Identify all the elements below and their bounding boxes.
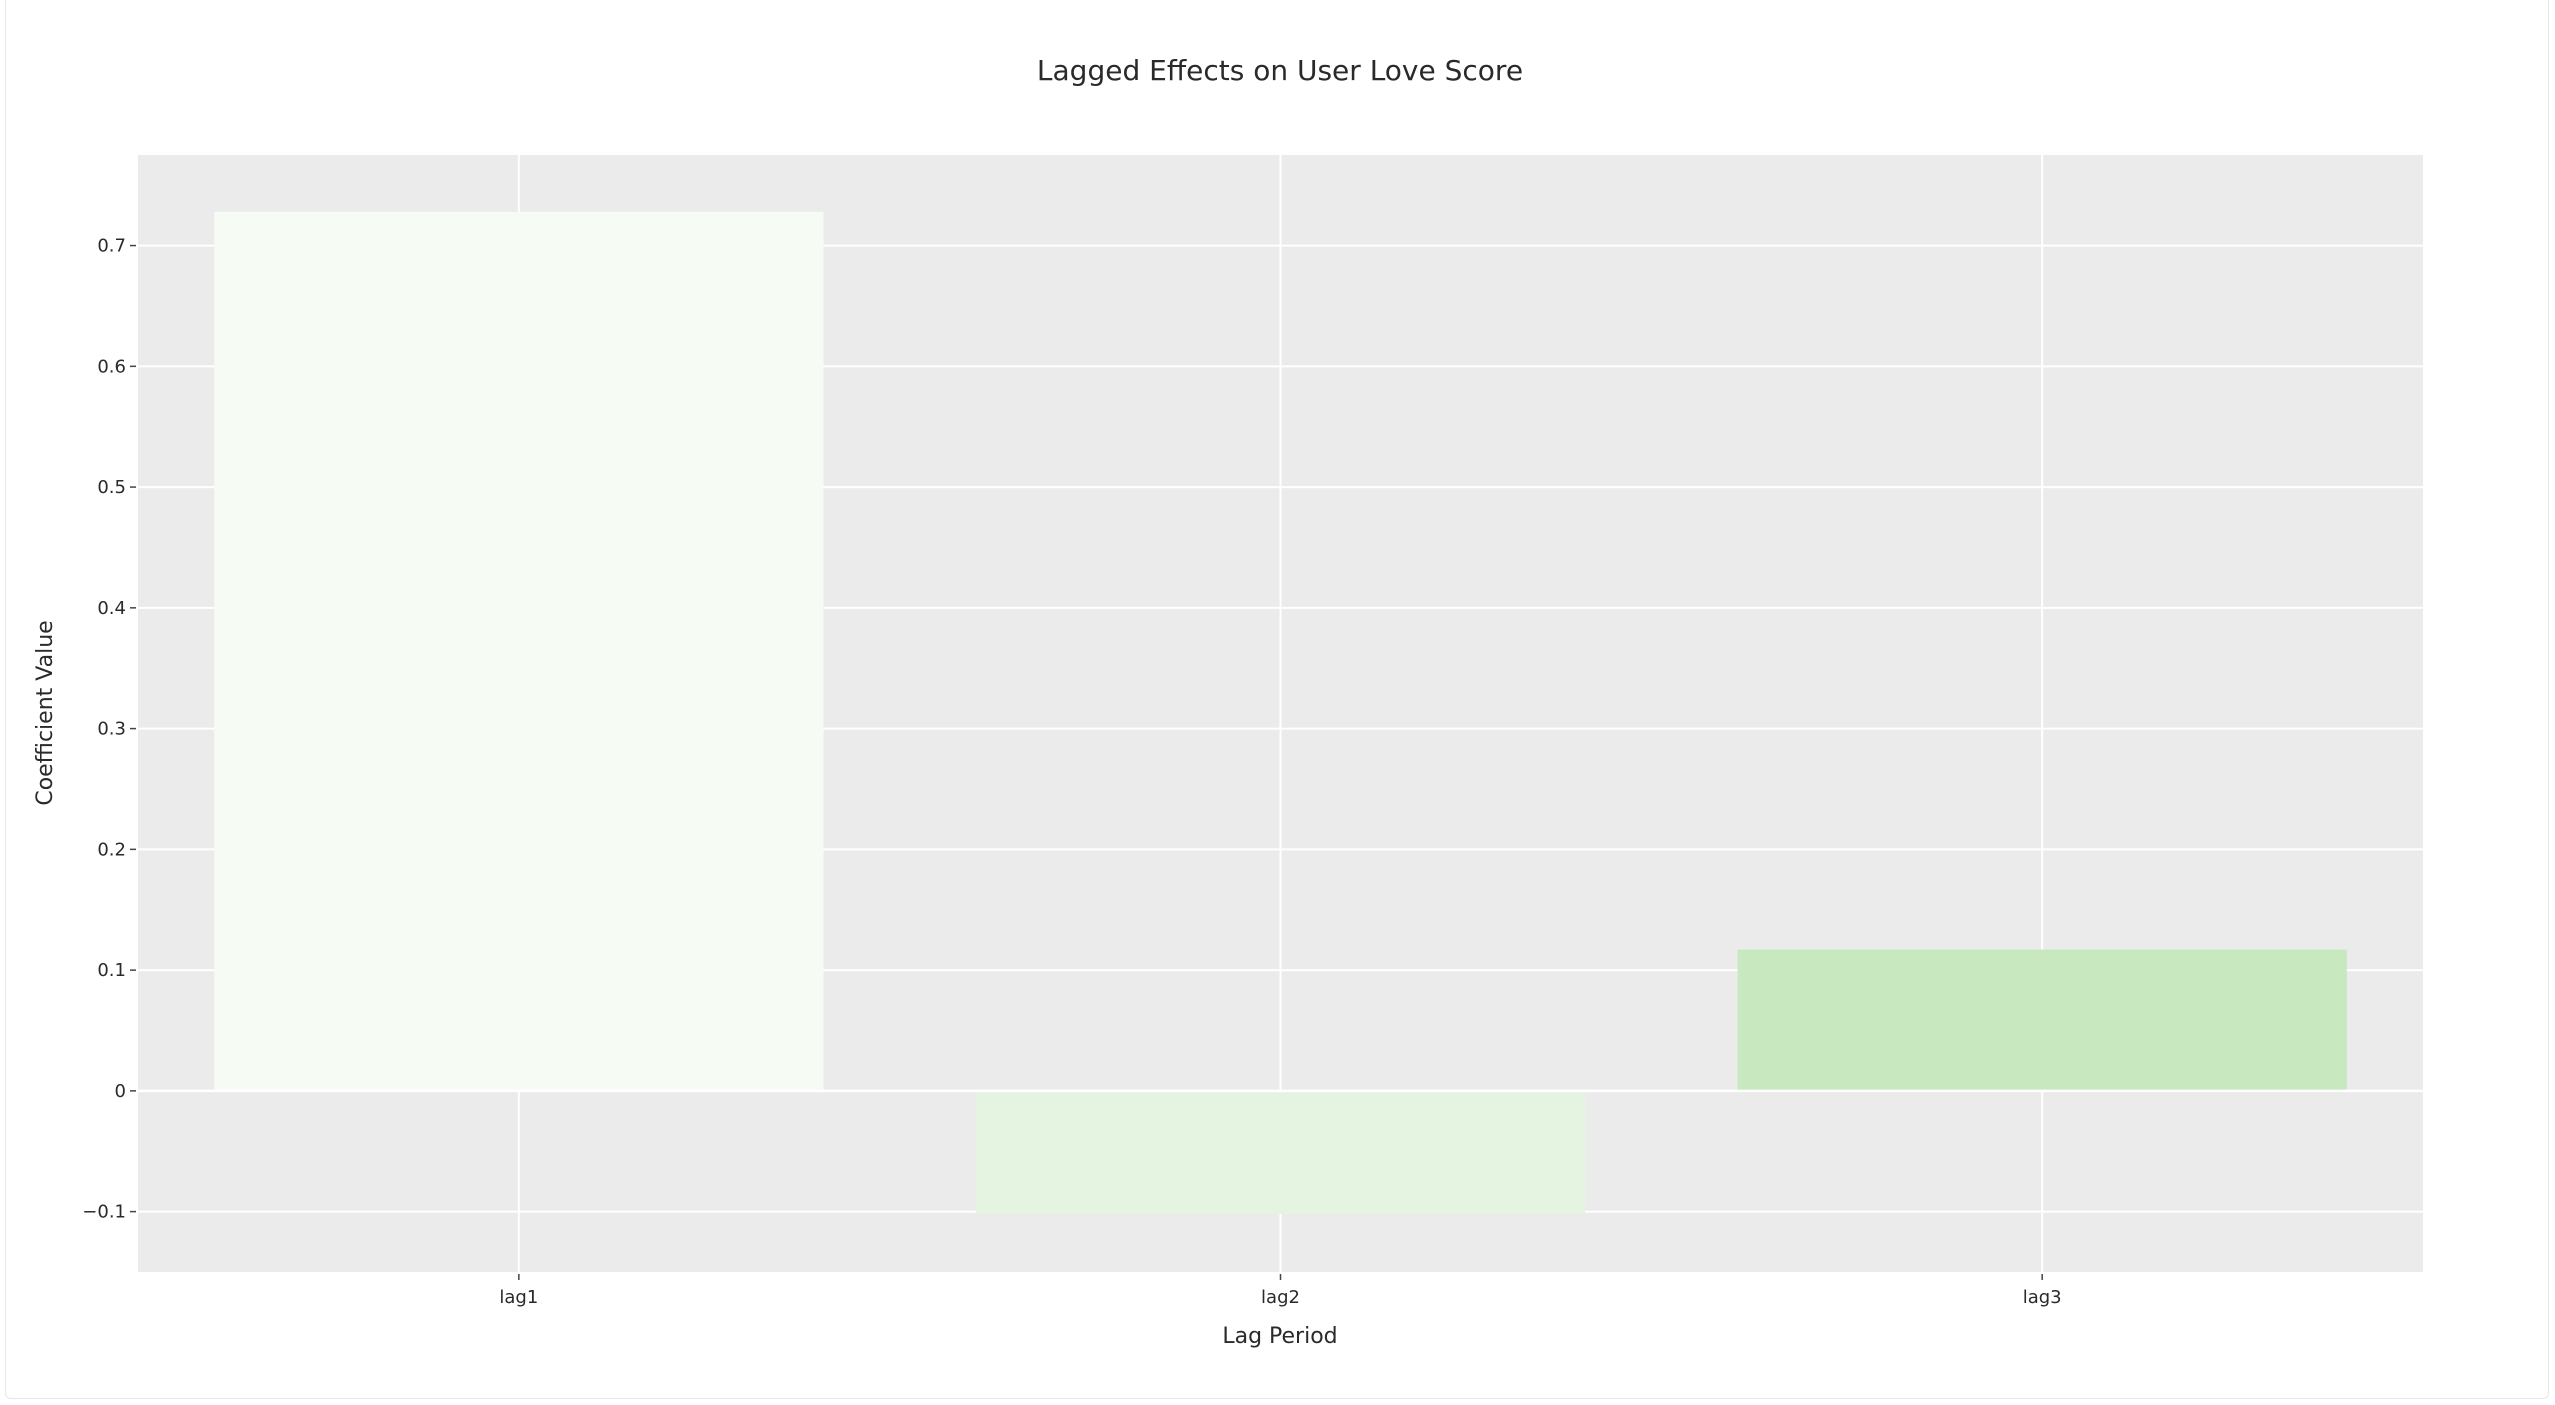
y-axis-ticks: −0.1 0 0.1 0.2 0.3 0.4 0.5 0.6 0.7	[82, 236, 136, 1223]
bar-lag1[interactable]	[214, 211, 824, 1091]
y-tick-label: 0.5	[97, 477, 126, 498]
y-tick-label: 0.2	[97, 839, 126, 860]
y-tick-label: 0.6	[97, 356, 126, 377]
y-axis-title: Coefficient Value	[33, 620, 58, 805]
x-tick-label-lag3: lag3	[2023, 1287, 2062, 1308]
bar-lag2[interactable]	[975, 1090, 1586, 1215]
y-tick-label: 0.4	[97, 598, 126, 619]
x-tick-label-lag1: lag1	[499, 1287, 538, 1308]
bars	[214, 211, 2347, 1215]
x-tick-label-lag2: lag2	[1261, 1287, 1300, 1308]
y-tick-label: 0.3	[97, 719, 126, 740]
y-tick-label: 0.1	[97, 960, 126, 981]
x-axis-ticks: lag1 lag2 lag3	[499, 1274, 2062, 1308]
x-axis-title: Lag Period	[1222, 1324, 1337, 1349]
bar-lag3[interactable]	[1737, 949, 2347, 1091]
y-tick-label: 0.7	[97, 236, 126, 257]
chart-title: Lagged Effects on User Love Score	[1037, 54, 1523, 87]
y-tick-label: 0	[115, 1081, 126, 1102]
y-tick-label: −0.1	[82, 1202, 126, 1223]
